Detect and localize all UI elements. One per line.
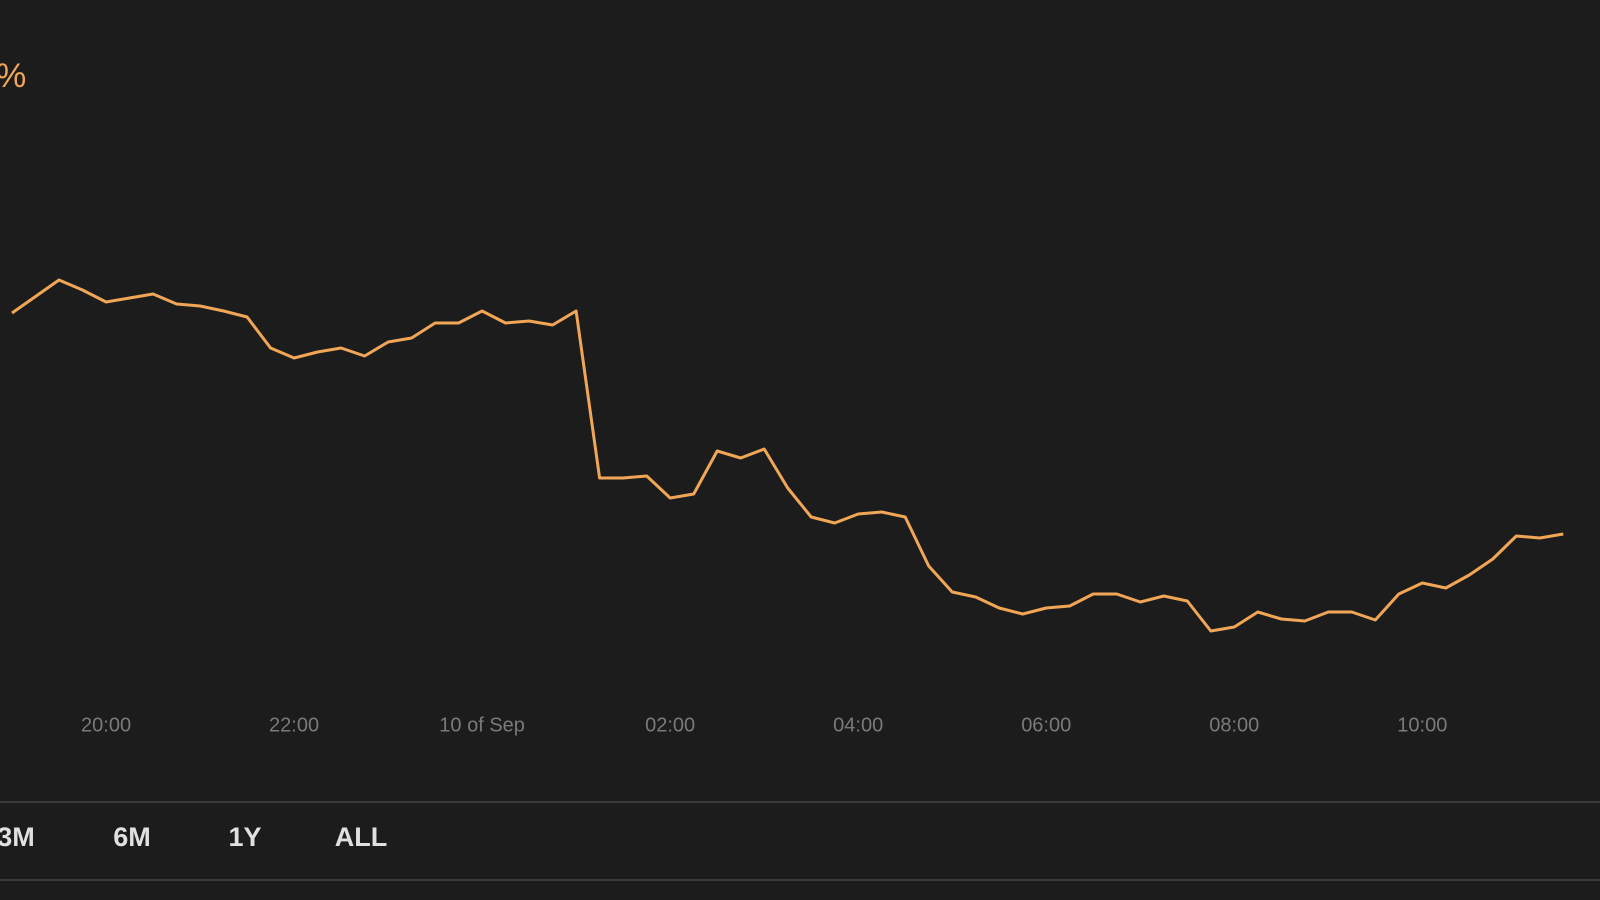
x-tick-label: 10:00 (1397, 714, 1447, 736)
x-tick-label: 08:00 (1209, 714, 1259, 736)
range-button[interactable]: 6M (113, 822, 151, 852)
price-line (11, 278, 1564, 633)
x-tick-label: 22:00 (269, 714, 319, 736)
range-button[interactable]: ALL (335, 822, 387, 852)
x-tick-label: 02:00 (645, 714, 695, 736)
x-tick-label: 06:00 (1021, 714, 1071, 736)
change-label: % (0, 57, 26, 95)
range-button[interactable]: 3M (0, 822, 35, 852)
x-tick-label: 04:00 (833, 714, 883, 736)
range-button[interactable]: 1Y (228, 822, 261, 852)
x-tick-label: 20:00 (81, 714, 131, 736)
x-tick-label: 10 of Sep (439, 714, 525, 736)
